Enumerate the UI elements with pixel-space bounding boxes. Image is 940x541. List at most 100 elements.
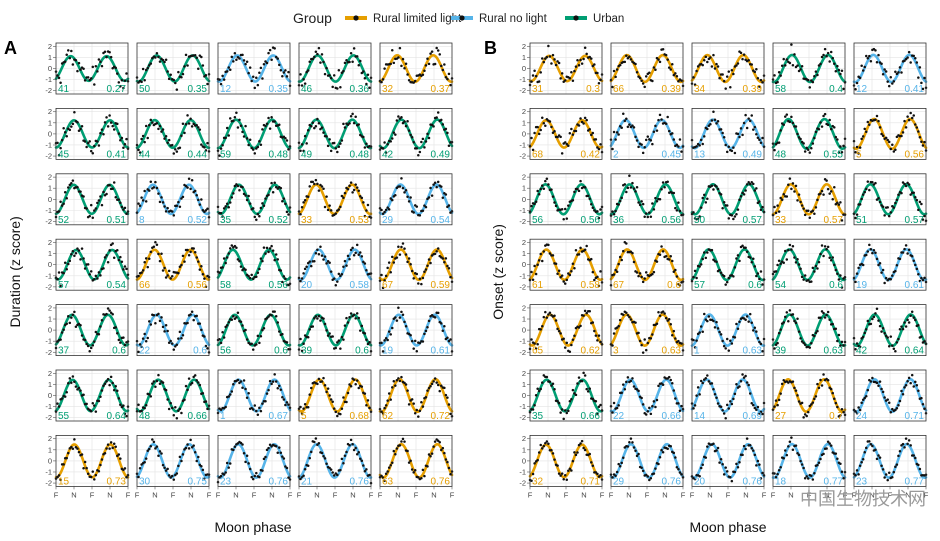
data-point (57, 76, 61, 80)
data-point (65, 53, 68, 57)
data-point (424, 329, 428, 333)
data-point (238, 189, 241, 192)
data-point (336, 341, 339, 344)
data-point (420, 400, 423, 404)
data-point (74, 58, 78, 62)
data-point (441, 123, 445, 126)
data-point (395, 447, 399, 450)
data-point (67, 314, 70, 318)
data-point (671, 63, 674, 66)
data-point (750, 180, 753, 184)
data-point (73, 380, 76, 384)
data-point (863, 396, 866, 400)
data-point (183, 398, 186, 401)
data-point (654, 68, 657, 71)
data-point (570, 127, 573, 131)
data-point (380, 208, 383, 212)
data-point (897, 337, 900, 341)
data-point (634, 190, 637, 193)
data-point (225, 202, 229, 206)
data-point (860, 401, 863, 404)
data-point (106, 125, 110, 128)
data-point (611, 411, 614, 414)
data-point (803, 274, 807, 277)
data-point (923, 340, 926, 343)
facet-id-label: 48 (139, 411, 151, 422)
data-point (389, 271, 392, 274)
facet-border (136, 42, 210, 95)
data-point (433, 377, 437, 380)
data-point (68, 321, 72, 325)
data-point (323, 322, 327, 326)
facet-id-label: 20 (694, 476, 706, 487)
y-tick-label: -1 (45, 271, 52, 280)
data-point (799, 68, 802, 71)
facet-value-label: 0.56 (662, 215, 682, 226)
data-point (122, 404, 125, 407)
data-point (886, 138, 889, 142)
data-point (701, 63, 704, 67)
data-point (837, 278, 841, 281)
data-point (713, 326, 717, 329)
data-point (109, 375, 113, 379)
data-point (342, 461, 345, 465)
data-point (891, 143, 894, 147)
data-point (345, 59, 348, 62)
data-point (253, 474, 257, 478)
data-point (349, 52, 353, 55)
data-point (785, 258, 789, 261)
data-point (141, 67, 145, 71)
data-point (863, 450, 866, 454)
data-point (225, 461, 229, 465)
data-point (597, 334, 601, 337)
data-point (834, 203, 838, 206)
data-point (343, 191, 347, 195)
data-point (343, 61, 347, 65)
facet-border (379, 369, 453, 422)
data-point (635, 70, 639, 74)
x-tick-label: N (107, 490, 112, 499)
x-tick-label: N (314, 490, 319, 499)
data-point (724, 87, 727, 90)
data-point (120, 205, 124, 209)
data-point (167, 138, 171, 142)
data-point (774, 143, 778, 146)
data-point (739, 51, 743, 55)
data-point (910, 116, 914, 120)
facet-id-label: 50 (139, 84, 151, 95)
data-point (105, 116, 108, 119)
data-point (777, 210, 781, 213)
data-point (796, 132, 799, 136)
data-point (799, 459, 802, 463)
data-point (641, 403, 645, 406)
data-point (664, 316, 668, 320)
data-point (302, 149, 305, 153)
data-point (611, 85, 614, 89)
data-point (712, 188, 715, 191)
data-point (894, 349, 897, 353)
data-point (403, 120, 406, 123)
data-point (413, 411, 417, 415)
data-point (628, 174, 631, 178)
data-point (858, 345, 862, 349)
data-point (903, 446, 906, 449)
data-point (444, 127, 448, 131)
data-point (97, 333, 101, 336)
facet-value-label: 0.36 (350, 84, 370, 95)
data-point (671, 381, 674, 385)
data-point (96, 277, 99, 280)
data-point (724, 347, 727, 350)
data-point (577, 189, 581, 193)
data-point (140, 196, 143, 199)
data-point (189, 250, 192, 254)
data-point (568, 467, 572, 470)
data-point (389, 463, 392, 467)
data-point (646, 341, 650, 345)
data-point (91, 401, 95, 405)
data-point (77, 386, 81, 390)
data-point (447, 403, 451, 406)
facet-id-label: 8 (139, 215, 145, 226)
data-point (112, 256, 116, 259)
data-point (541, 184, 544, 187)
